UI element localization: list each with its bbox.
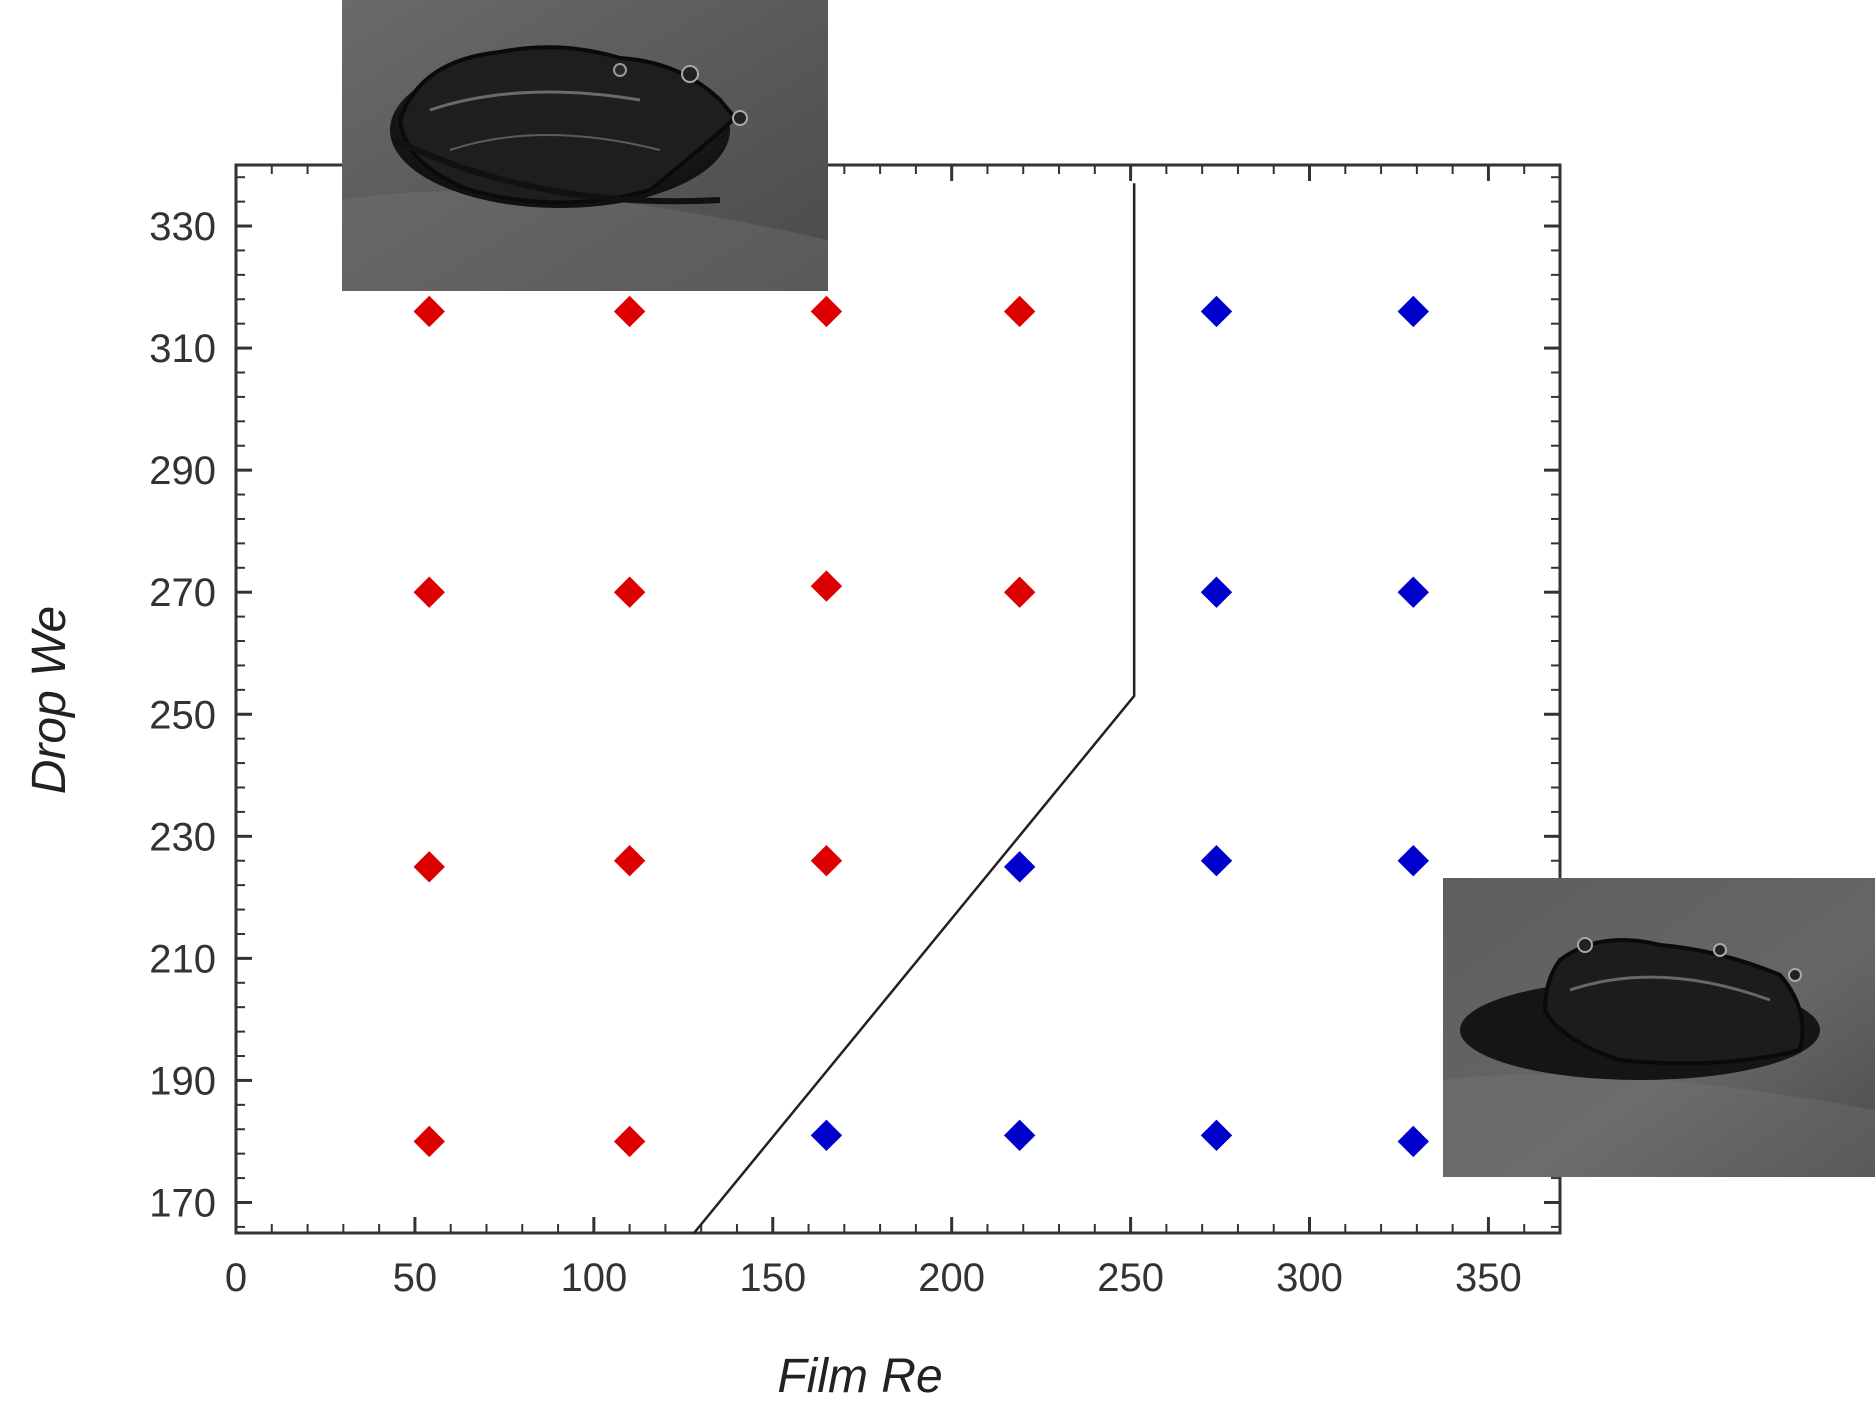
- y-tick-label: 310: [149, 327, 216, 371]
- splash-photo-bottom: [1443, 878, 1875, 1177]
- data-points: [413, 295, 1429, 1158]
- red-diamond-point: [413, 1125, 445, 1158]
- y-tick-label: 290: [149, 449, 216, 493]
- red-diamond-point: [413, 851, 445, 883]
- y-tick-label: 230: [149, 815, 216, 859]
- x-axis-label: Film Re: [777, 1350, 942, 1403]
- blue-diamond-point: [1397, 1125, 1429, 1158]
- y-tick-label: 170: [149, 1181, 216, 1225]
- axis-tick-labels: 0 50 100 150 200 250 300 350 170 190 210 230 250 270 2…: [149, 205, 1522, 1300]
- x-tick-label: 0: [225, 1256, 247, 1300]
- boundary-polyline: [693, 183, 1136, 1234]
- red-diamond-point: [413, 295, 445, 328]
- red-diamond-point: [810, 295, 843, 328]
- blue-diamond-point: [1200, 576, 1233, 608]
- y-tick-label: 330: [149, 205, 216, 249]
- splash-photo-top: [342, 0, 828, 291]
- red-diamond-point: [613, 1125, 646, 1158]
- y-tick-label: 250: [149, 693, 216, 737]
- y-tick-label: 270: [149, 571, 216, 615]
- x-tick-label: 50: [393, 1256, 438, 1300]
- blue-diamond-point: [1200, 1119, 1233, 1152]
- plot-frame: [234, 163, 1562, 1235]
- blue-diamond-point: [1003, 1119, 1036, 1152]
- blue-diamond-point: [810, 1119, 843, 1152]
- x-tick-label: 300: [1276, 1256, 1343, 1300]
- axis-ticks: [234, 165, 1561, 1233]
- y-tick-label: 190: [149, 1059, 216, 1103]
- x-tick-label: 150: [739, 1256, 806, 1300]
- blue-diamond-point: [1397, 576, 1429, 608]
- red-diamond-point: [810, 570, 843, 602]
- x-tick-label: 200: [918, 1256, 985, 1300]
- blue-diamond-point: [1397, 845, 1429, 877]
- y-tick-label: 210: [149, 937, 216, 981]
- blue-diamond-point: [1397, 295, 1429, 328]
- red-diamond-point: [613, 295, 646, 328]
- x-tick-label: 250: [1097, 1256, 1164, 1300]
- regime-boundary-line: [693, 183, 1136, 1234]
- red-diamond-point: [1003, 576, 1036, 608]
- y-axis-label: Drop We: [23, 606, 76, 795]
- red-diamond-point: [810, 845, 843, 877]
- red-diamond-point: [613, 576, 646, 608]
- blue-diamond-point: [1003, 851, 1036, 883]
- red-diamond-point: [1003, 295, 1036, 328]
- blue-diamond-point: [1200, 295, 1233, 328]
- red-diamond-point: [413, 576, 445, 608]
- red-diamond-point: [613, 845, 646, 877]
- x-tick-label: 100: [560, 1256, 627, 1300]
- blue-diamond-point: [1200, 845, 1233, 877]
- x-tick-label: 350: [1455, 1256, 1522, 1300]
